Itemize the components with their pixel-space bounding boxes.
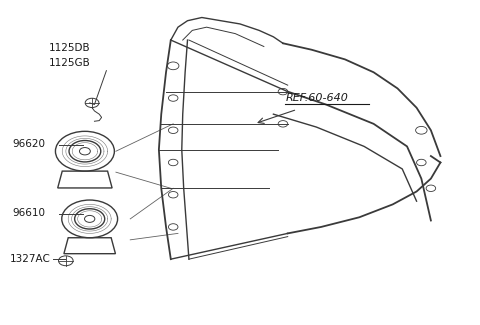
Text: 1327AC: 1327AC xyxy=(10,254,51,265)
Text: 1125GB: 1125GB xyxy=(49,58,91,68)
Text: 1125DB: 1125DB xyxy=(49,43,91,53)
Text: 96620: 96620 xyxy=(12,139,45,149)
Text: REF.60-640: REF.60-640 xyxy=(285,93,348,103)
Text: 96610: 96610 xyxy=(12,208,45,218)
